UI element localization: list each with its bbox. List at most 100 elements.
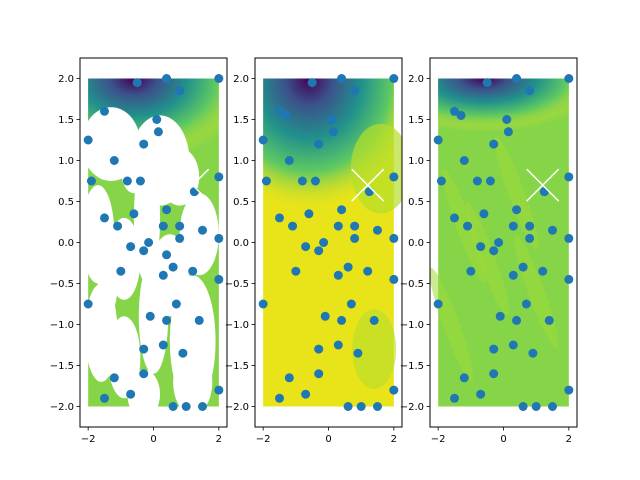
scatter-point <box>539 187 549 197</box>
scatter-point <box>508 340 518 350</box>
scatter-point <box>495 311 505 321</box>
scatter-point <box>472 176 482 186</box>
scatter-point <box>518 402 528 411</box>
scatter-point <box>459 373 469 383</box>
scatter-point <box>284 156 294 165</box>
contour-streak <box>465 202 510 316</box>
scatter-point <box>189 187 199 197</box>
scatter-point <box>508 221 518 231</box>
masked-hole <box>120 144 147 194</box>
y-tick-label: 0.0 <box>408 238 424 249</box>
panel-right: −2 0 2 −2.0 −1.5 −1.0 −0.5 0.0 0.5 1.0 1.5 2.0 <box>400 57 578 445</box>
y-tick-label: 2.0 <box>408 74 424 85</box>
scatter-point <box>518 262 528 272</box>
y-tick-label: −0.5 <box>400 279 424 290</box>
scatter-point <box>168 402 178 411</box>
scatter-point <box>86 176 96 186</box>
scatter-point <box>327 115 337 124</box>
scatter-point <box>194 315 204 325</box>
scatter-point <box>158 270 168 280</box>
scatter-point <box>512 74 522 83</box>
scatter-point <box>258 135 268 145</box>
scatter-point <box>214 172 224 182</box>
scatter-point <box>162 250 172 260</box>
scatter-point <box>178 348 188 358</box>
y-tick-label: 1.5 <box>233 115 249 126</box>
y-tick-label: 0.0 <box>58 238 74 249</box>
y-tick-label: −1.0 <box>400 320 424 331</box>
scatter-point <box>175 233 185 243</box>
scatter-point <box>512 205 522 215</box>
scatter-point <box>494 238 504 247</box>
scatter-point <box>198 402 207 411</box>
scatter-point <box>343 262 353 272</box>
scatter-point <box>100 213 109 223</box>
masked-hole <box>179 193 219 276</box>
scatter-point <box>489 344 499 354</box>
scatter-point <box>350 86 360 96</box>
scatter-point <box>538 266 548 276</box>
y-tick-label: −1.5 <box>225 361 249 372</box>
scatter-point <box>450 213 459 223</box>
masked-hole <box>97 250 118 317</box>
scatter-point <box>310 176 320 186</box>
scatter-point <box>158 340 168 350</box>
scatter-point <box>502 115 512 124</box>
scatter-point <box>476 389 486 399</box>
scatter-point <box>373 225 382 235</box>
contour-streak <box>430 268 474 381</box>
scatter-point <box>489 139 499 149</box>
scatter-point <box>389 274 399 284</box>
scatter-point <box>479 209 489 219</box>
x-tick-label: 2 <box>391 434 397 445</box>
masked-hole <box>160 148 200 206</box>
x-tick-label: 2 <box>216 434 222 445</box>
scatter-point <box>525 221 535 231</box>
scatter-point <box>528 348 538 358</box>
y-tick-label: −1.5 <box>50 361 74 372</box>
scatter-point <box>214 274 224 284</box>
x-marker <box>351 168 385 202</box>
y-tick-label: −0.5 <box>225 279 249 290</box>
y-tick-label: −2.0 <box>400 402 424 413</box>
scatter-point <box>83 135 93 145</box>
y-tick-label: −1.5 <box>400 361 424 372</box>
x-marker <box>176 168 210 202</box>
scatter-point <box>139 139 149 149</box>
scatter-point <box>122 176 132 186</box>
scatter-point <box>512 315 522 325</box>
scatter-point <box>489 369 499 379</box>
scatter-point <box>521 299 531 309</box>
scatter-point <box>139 369 149 379</box>
scatter-point <box>158 221 168 231</box>
scatter-point <box>162 205 172 215</box>
y-tick-label: 0.5 <box>233 197 249 208</box>
x-tick-label: 0 <box>150 434 156 445</box>
scatter-point <box>337 205 347 215</box>
x-marker <box>526 168 560 202</box>
scatter-point <box>320 311 330 321</box>
y-tick-label: −2.0 <box>225 402 249 413</box>
y-tick-label: 1.5 <box>408 115 424 126</box>
scatter-point <box>450 393 459 403</box>
scatter-point <box>139 246 149 256</box>
scatter-point <box>482 78 492 88</box>
scatter-point <box>544 315 554 325</box>
scatter-point <box>129 209 139 219</box>
panel-middle: −2 0 2 −2.0 −1.5 −1.0 −0.5 0.0 0.5 1.0 1.5 2.0 <box>225 57 403 445</box>
scatter-point <box>126 389 136 399</box>
scatter-point <box>168 262 178 272</box>
y-tick-label: −1.0 <box>225 320 249 331</box>
y-tick-label: −2.0 <box>50 402 74 413</box>
scatter-point <box>389 74 399 83</box>
masked-hole <box>127 369 161 419</box>
scatter-point <box>337 315 347 325</box>
x-tick-label: 0 <box>325 434 331 445</box>
contour-lobe <box>350 123 402 214</box>
scatter-point <box>214 74 224 83</box>
y-tick-label: 2.0 <box>58 74 74 85</box>
panel-left: −2 0 2 −2.0 −1.5 −1.0 −0.5 0.0 0.5 1.0 1.5 2.0 <box>50 57 228 445</box>
scatter-point <box>508 270 518 280</box>
scatter-point <box>450 106 459 116</box>
scatter-point <box>485 176 495 186</box>
